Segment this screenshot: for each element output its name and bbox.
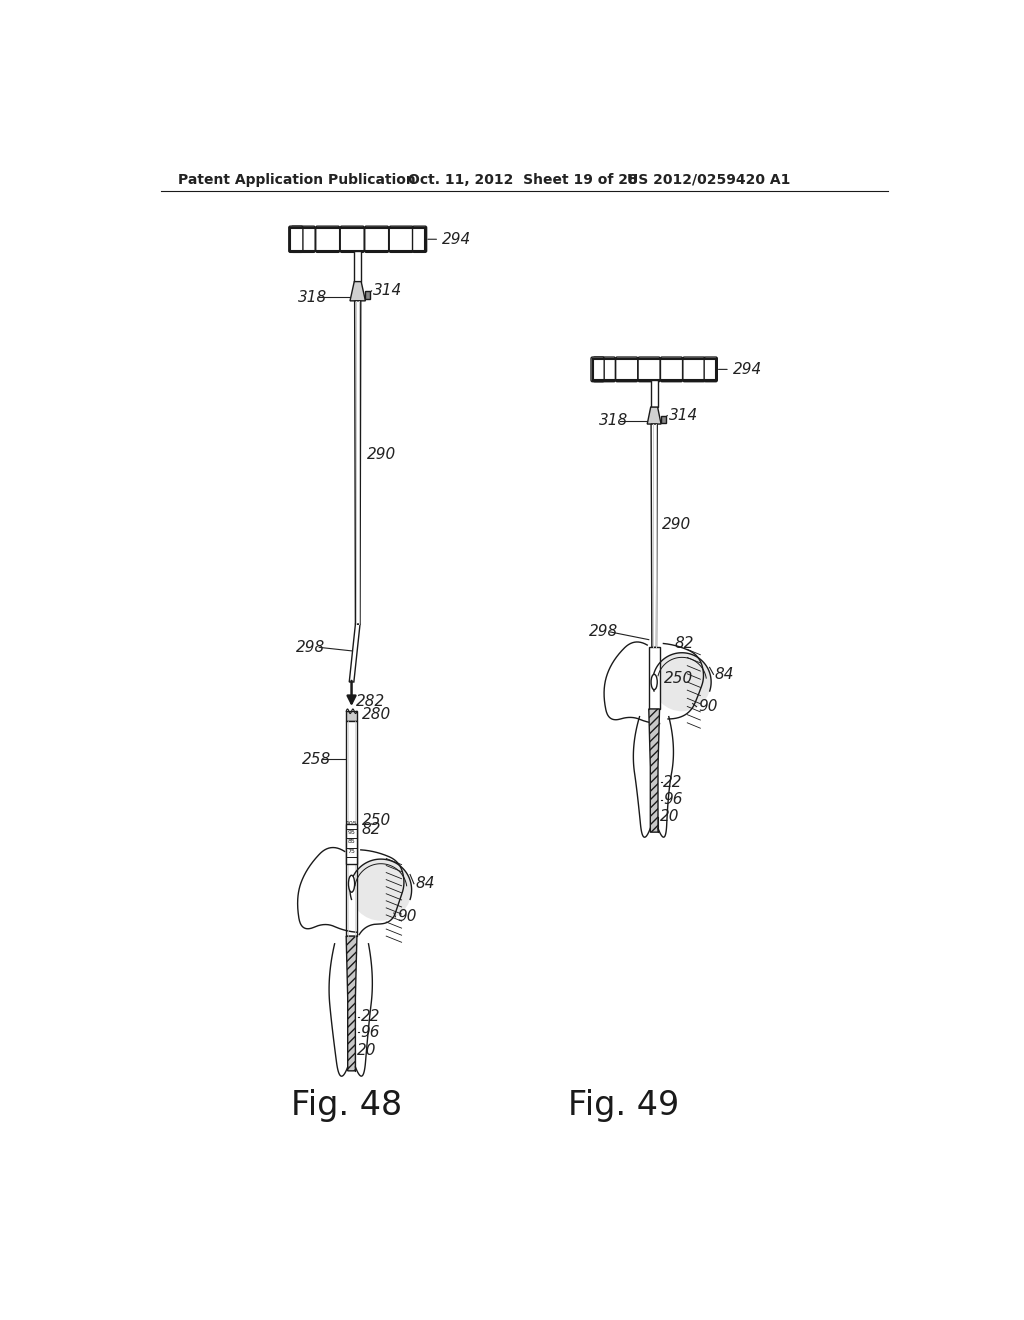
Text: 290: 290 (367, 447, 396, 462)
Bar (346, 825, 357, 865)
Text: 75: 75 (347, 849, 355, 854)
Text: 318: 318 (298, 289, 327, 305)
Text: 96: 96 (360, 1024, 380, 1040)
Text: 280: 280 (361, 706, 391, 722)
Text: 314: 314 (669, 408, 698, 424)
Polygon shape (354, 301, 360, 624)
Text: 298: 298 (589, 624, 617, 639)
Polygon shape (350, 281, 366, 301)
Polygon shape (650, 380, 657, 407)
Text: 22: 22 (664, 775, 683, 789)
FancyBboxPatch shape (660, 358, 683, 381)
Text: Oct. 11, 2012  Sheet 19 of 28: Oct. 11, 2012 Sheet 19 of 28 (408, 173, 638, 187)
FancyBboxPatch shape (291, 226, 315, 252)
Polygon shape (349, 624, 360, 682)
FancyBboxPatch shape (365, 226, 389, 252)
Text: 90: 90 (397, 909, 417, 924)
Polygon shape (651, 424, 657, 647)
Circle shape (350, 859, 412, 921)
FancyBboxPatch shape (340, 226, 365, 252)
Text: 298: 298 (296, 640, 326, 655)
Text: 22: 22 (360, 1010, 380, 1024)
Text: 84: 84 (715, 667, 734, 682)
Text: 95: 95 (347, 830, 355, 836)
Text: 294: 294 (428, 232, 471, 247)
FancyBboxPatch shape (615, 358, 638, 381)
Text: 20: 20 (357, 1043, 377, 1057)
Polygon shape (346, 936, 357, 1071)
FancyBboxPatch shape (705, 358, 717, 381)
Bar (366, 290, 370, 298)
FancyBboxPatch shape (593, 358, 615, 381)
Text: 250: 250 (665, 671, 693, 685)
Polygon shape (649, 647, 659, 709)
Text: 84: 84 (416, 876, 435, 891)
Text: 20: 20 (659, 809, 679, 824)
Text: 258: 258 (301, 751, 331, 767)
Polygon shape (354, 251, 361, 281)
Bar (662, 416, 666, 424)
Polygon shape (649, 709, 659, 832)
Text: 85: 85 (348, 840, 355, 845)
Text: 282: 282 (356, 694, 385, 709)
Text: Fig. 48: Fig. 48 (291, 1089, 401, 1122)
Text: 318: 318 (599, 413, 628, 429)
Ellipse shape (651, 675, 657, 689)
Text: US 2012/0259420 A1: US 2012/0259420 A1 (628, 173, 791, 187)
Text: 82: 82 (361, 821, 381, 837)
Text: 105: 105 (346, 821, 357, 826)
Text: 294: 294 (719, 362, 762, 378)
FancyBboxPatch shape (638, 358, 660, 381)
Text: Patent Application Publication: Patent Application Publication (178, 173, 416, 187)
Circle shape (652, 653, 711, 711)
Text: 250: 250 (361, 813, 391, 828)
FancyBboxPatch shape (683, 358, 705, 381)
FancyBboxPatch shape (413, 226, 427, 252)
FancyBboxPatch shape (289, 226, 303, 252)
FancyBboxPatch shape (591, 358, 604, 381)
FancyBboxPatch shape (389, 226, 413, 252)
Text: Fig. 49: Fig. 49 (567, 1089, 679, 1122)
Polygon shape (647, 407, 662, 424)
Polygon shape (346, 721, 357, 936)
Text: 290: 290 (662, 516, 691, 532)
Text: 96: 96 (664, 792, 683, 808)
FancyBboxPatch shape (315, 226, 340, 252)
Text: 90: 90 (698, 700, 718, 714)
Text: 82: 82 (674, 636, 693, 651)
Text: 314: 314 (373, 284, 402, 298)
Bar (346, 711, 357, 721)
Ellipse shape (348, 875, 354, 892)
